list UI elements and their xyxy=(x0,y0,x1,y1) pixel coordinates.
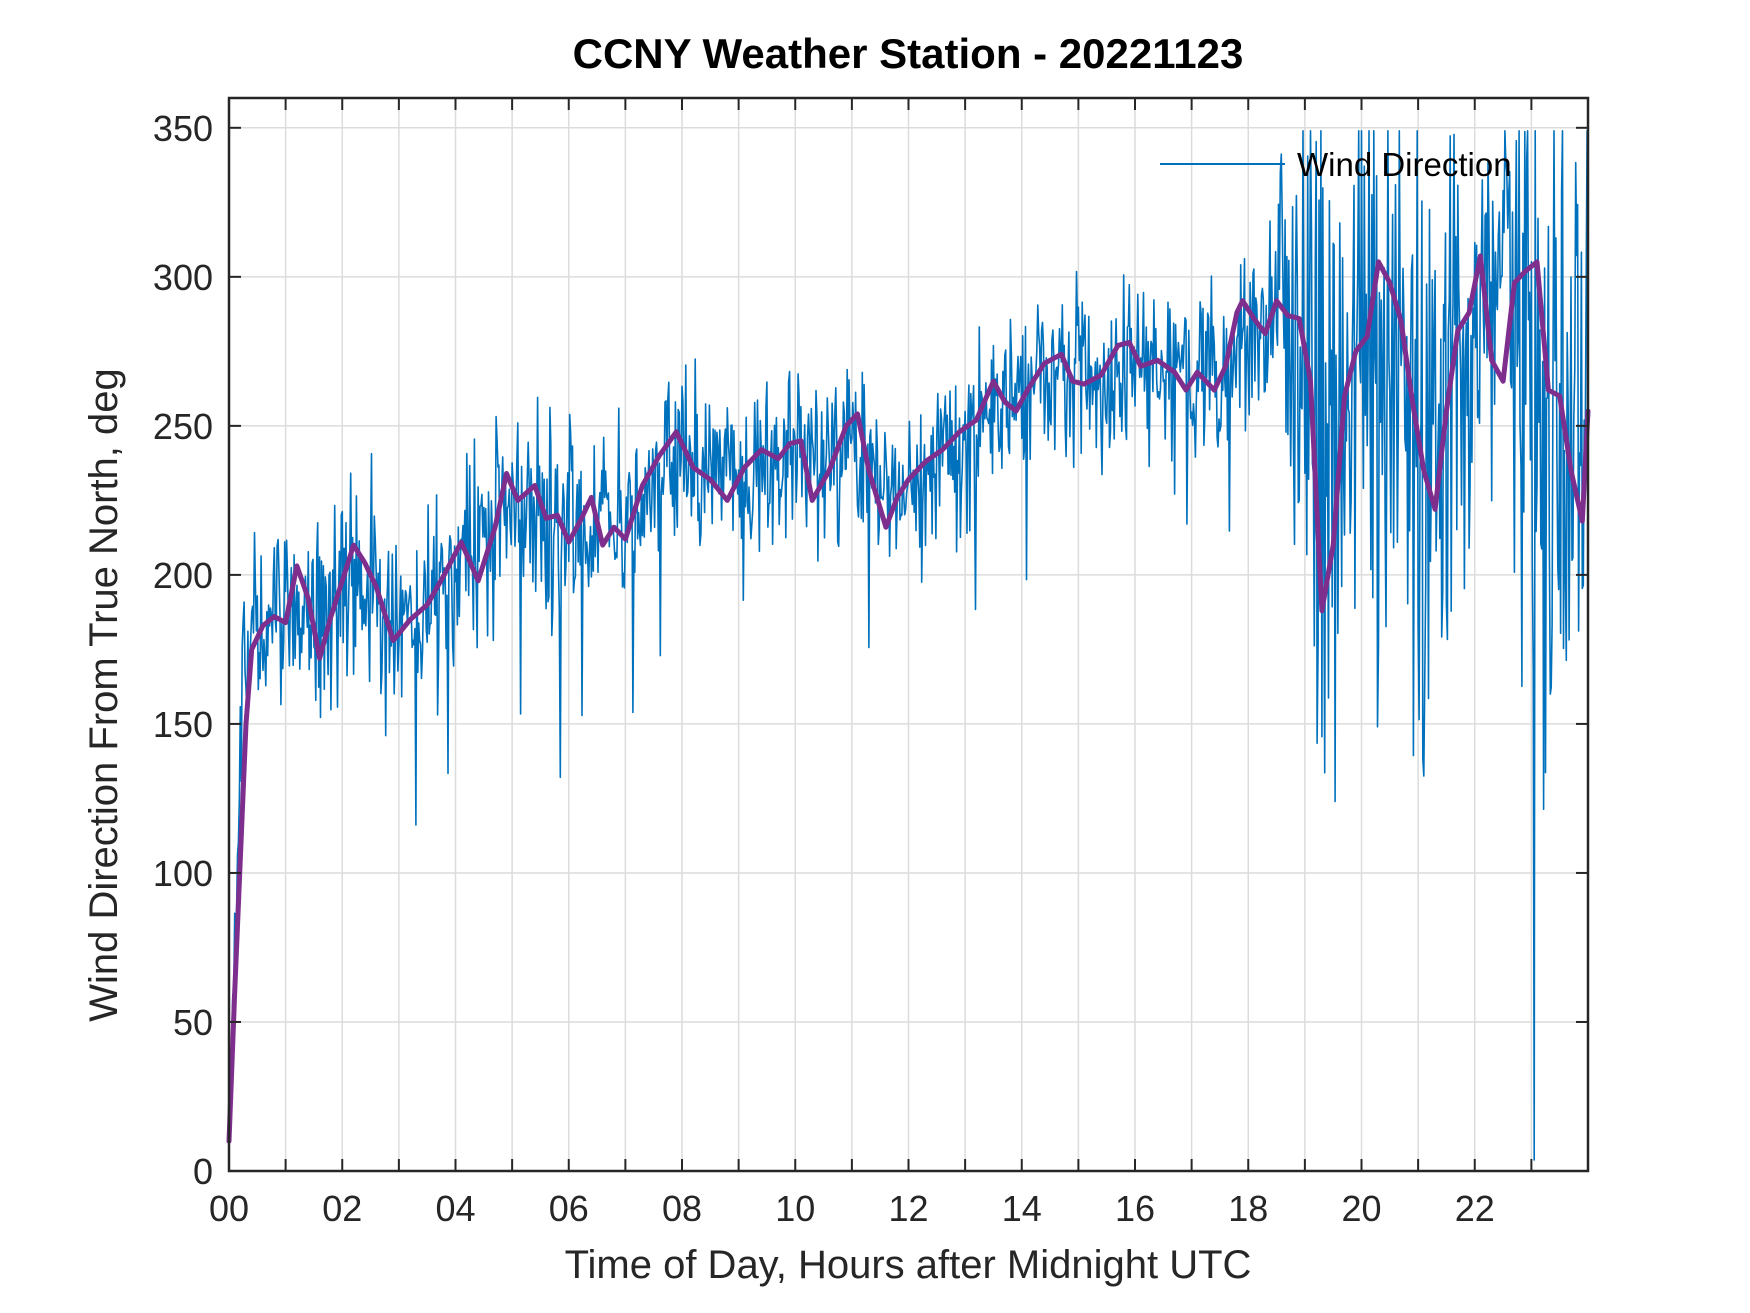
x-tick-label: 10 xyxy=(775,1188,815,1229)
legend-label-wind-direction: Wind Direction xyxy=(1297,146,1512,183)
y-tick-label: 200 xyxy=(153,555,213,596)
x-tick-label: 16 xyxy=(1115,1188,1155,1229)
y-tick-label: 50 xyxy=(173,1002,213,1043)
x-tick-label: 14 xyxy=(1002,1188,1042,1229)
x-tick-label: 06 xyxy=(549,1188,589,1229)
y-tick-label: 100 xyxy=(153,853,213,894)
y-axis-ticks: 0 50 100 150 200 250 300 350 xyxy=(153,108,213,1192)
axes xyxy=(227,96,1590,1173)
x-tick-label: 04 xyxy=(435,1188,475,1229)
x-tick-label: 02 xyxy=(322,1188,362,1229)
y-tick-label: 250 xyxy=(153,406,213,447)
x-axis-label: Time of Day, Hours after Midnight UTC xyxy=(565,1243,1252,1287)
chart-title: CCNY Weather Station - 20221123 xyxy=(573,30,1244,77)
x-tick-label: 12 xyxy=(888,1188,928,1229)
y-tick-label: 350 xyxy=(153,108,213,149)
grid xyxy=(229,98,1588,1172)
y-axis-label: Wind Direction From True North, deg xyxy=(82,368,126,1022)
y-tick-label: 0 xyxy=(193,1151,213,1192)
x-axis-ticks: 00 02 04 06 08 10 12 14 16 18 20 22 xyxy=(209,1188,1495,1229)
x-tick-label: 20 xyxy=(1341,1188,1381,1229)
x-tick-label: 18 xyxy=(1228,1188,1268,1229)
series-line-running-mean xyxy=(226,253,1591,1144)
x-tick-label: 00 xyxy=(209,1188,249,1229)
x-tick-label: 22 xyxy=(1455,1188,1495,1229)
legend: Wind Direction xyxy=(1160,146,1512,183)
y-tick-label: 150 xyxy=(153,704,213,745)
plot-area xyxy=(226,130,1591,1161)
y-tick-label: 300 xyxy=(153,257,213,298)
x-tick-label: 08 xyxy=(662,1188,702,1229)
